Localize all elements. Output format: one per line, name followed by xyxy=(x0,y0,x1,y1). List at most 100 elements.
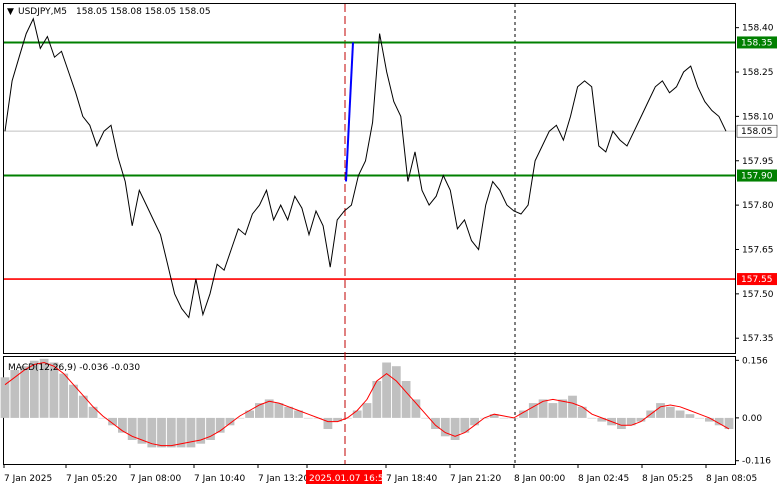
macd-tick-label: 0.156 xyxy=(742,356,768,366)
time-tick-label: 8 Jan 05:25 xyxy=(642,474,693,484)
current-price-tag xyxy=(736,124,778,138)
macd-signal-line xyxy=(4,361,730,447)
macd-bar xyxy=(470,417,479,426)
macd-bar xyxy=(695,417,704,419)
macd-bar xyxy=(568,395,577,418)
macd-bar xyxy=(157,417,166,448)
macd-bar xyxy=(391,366,401,418)
macd-axis: 0.156 0.00 -0.116 xyxy=(735,356,771,467)
time-tick-label: 7 Jan 08:00 xyxy=(130,474,182,484)
symbol-dropdown-icon[interactable]: ▼ xyxy=(7,7,14,17)
macd-bar xyxy=(137,417,147,444)
highlight-time-label: 2025.01.07 16:55 xyxy=(309,474,389,484)
macd-bar xyxy=(489,414,499,418)
macd-bar xyxy=(235,417,245,419)
macd-bar xyxy=(215,417,225,433)
time-tick-label: 7 Jan 18:40 xyxy=(386,474,438,484)
symbol-title: USDJPY,M5 xyxy=(18,7,67,17)
macd-bar xyxy=(303,417,313,419)
level-label: 157.90 xyxy=(741,172,773,182)
macd-bar xyxy=(294,410,303,418)
price-axis: 158.40 158.25 158.10 157.95 157.80 157.65 157.… xyxy=(735,24,778,344)
macd-bar xyxy=(362,403,372,418)
time-tick-label: 7 Jan 05:20 xyxy=(66,474,118,484)
macd-bar xyxy=(39,358,49,418)
macd-bar xyxy=(431,417,440,429)
macd-bar xyxy=(274,403,284,418)
time-tick-label: 7 Jan 2025 xyxy=(4,474,52,484)
macd-bar xyxy=(450,417,460,440)
macd-bar xyxy=(626,417,636,426)
level-tag xyxy=(737,273,777,286)
macd-signal-layer xyxy=(4,361,730,447)
macd-bar xyxy=(206,417,215,440)
time-tick-label: 7 Jan 10:40 xyxy=(194,474,246,484)
price-panel-frame xyxy=(3,3,736,354)
macd-bar xyxy=(460,417,470,433)
macd-bar xyxy=(10,369,20,418)
macd-bar xyxy=(245,410,254,418)
time-axis: 7 Jan 2025 7 Jan 05:20 7 Jan 08:00 7 Jan 10… xyxy=(3,464,757,484)
macd-bar xyxy=(656,403,665,418)
macd-bar xyxy=(528,403,538,418)
macd-bar xyxy=(411,399,421,418)
macd-bar xyxy=(176,417,186,448)
price-tick-label: 157.95 xyxy=(742,157,774,167)
macd-bar xyxy=(352,410,362,418)
macd-bar xyxy=(323,417,333,429)
macd-bar xyxy=(519,410,528,418)
macd-bar xyxy=(372,381,382,418)
macd-bar xyxy=(587,417,597,419)
price-tick-label: 158.10 xyxy=(742,112,774,122)
time-tick-label: 8 Jan 02:45 xyxy=(578,474,629,484)
level-label: 158.35 xyxy=(741,38,773,48)
macd-bar xyxy=(69,384,78,418)
macd-bar xyxy=(577,406,587,418)
time-tick-label: 8 Jan 08:05 xyxy=(706,474,757,484)
price-layer xyxy=(4,17,727,319)
macd-bar xyxy=(186,417,196,448)
macd-bar xyxy=(714,417,724,426)
macd-bar xyxy=(440,417,450,437)
level-tag xyxy=(737,36,777,49)
price-tick-label: 157.65 xyxy=(742,245,774,255)
macd-bar xyxy=(88,406,98,418)
macd-bar xyxy=(284,406,294,418)
macd-bar xyxy=(421,417,431,419)
macd-bar xyxy=(617,417,626,429)
macd-bar xyxy=(225,417,235,426)
macd-bar xyxy=(538,399,548,418)
macd-bar xyxy=(255,403,264,418)
macd-tick-label: -0.116 xyxy=(742,457,771,467)
macd-bar xyxy=(665,406,675,418)
macd-bar xyxy=(0,377,10,418)
time-tick-label: 7 Jan 13:20 xyxy=(258,474,310,484)
macd-bar xyxy=(49,362,59,418)
price-tick-label: 157.80 xyxy=(742,201,774,211)
macd-bar xyxy=(29,360,39,418)
macd-bar xyxy=(20,366,29,418)
time-tick-label: 7 Jan 21:20 xyxy=(450,474,502,484)
macd-bar xyxy=(166,417,176,448)
price-line xyxy=(4,17,727,319)
macd-bar xyxy=(499,417,509,419)
macd-bar xyxy=(705,417,714,422)
macd-bar xyxy=(548,403,558,418)
macd-bar xyxy=(108,417,117,426)
macd-bar xyxy=(382,362,391,418)
macd-histogram xyxy=(0,358,734,448)
macd-bar xyxy=(118,417,127,433)
macd-bar xyxy=(127,417,137,440)
level-label: 157.55 xyxy=(741,275,773,285)
macd-bar xyxy=(675,410,685,418)
macd-bar xyxy=(724,417,734,429)
ohlc-values: 158.05 158.08 158.05 158.05 xyxy=(76,7,211,17)
impulse-segment xyxy=(345,42,354,182)
price-tick-label: 157.35 xyxy=(742,334,774,344)
macd-bar xyxy=(264,399,274,418)
macd-bar xyxy=(597,417,607,422)
macd-bar xyxy=(636,417,646,422)
macd-bar xyxy=(78,395,88,418)
macd-bar xyxy=(98,417,108,419)
